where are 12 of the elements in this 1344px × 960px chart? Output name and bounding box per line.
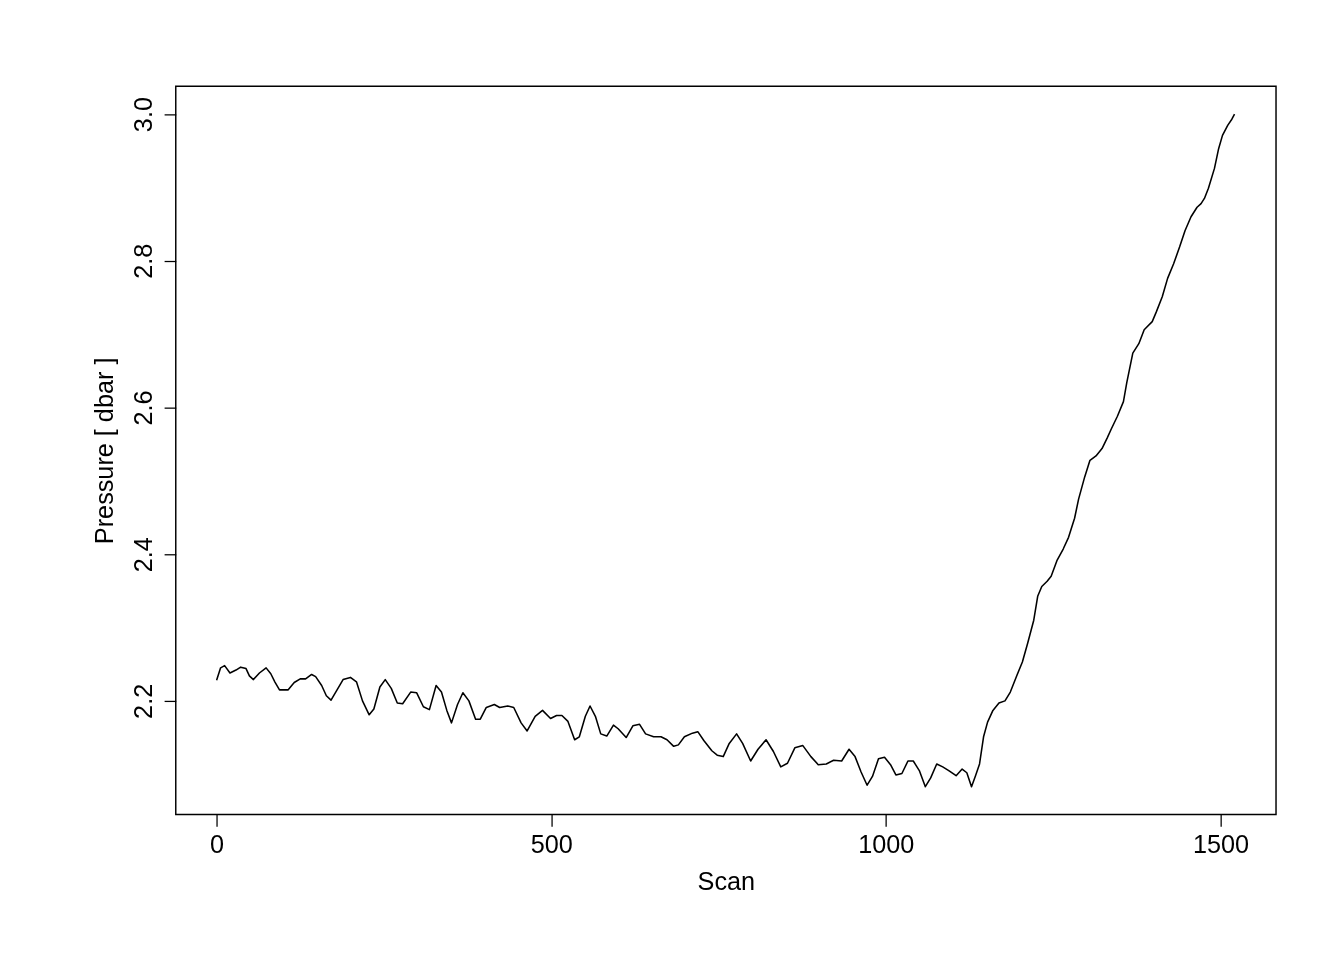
- x-tick-label: 0: [210, 829, 225, 858]
- y-axis-title: Pressure [ dbar ]: [90, 357, 119, 545]
- y-tick-label: 2.6: [128, 390, 157, 426]
- x-axis-title: Scan: [697, 866, 756, 895]
- y-tick-label: 3.0: [128, 97, 157, 133]
- y-tick-label: 2.4: [128, 537, 157, 573]
- x-tick-label: 1500: [1192, 829, 1250, 858]
- x-tick-label: 1000: [858, 829, 915, 858]
- y-tick-label: 2.2: [128, 683, 157, 719]
- line-series: [215, 113, 1236, 788]
- x-tick-label: 500: [530, 829, 573, 858]
- y-tick-label: 2.8: [128, 243, 157, 279]
